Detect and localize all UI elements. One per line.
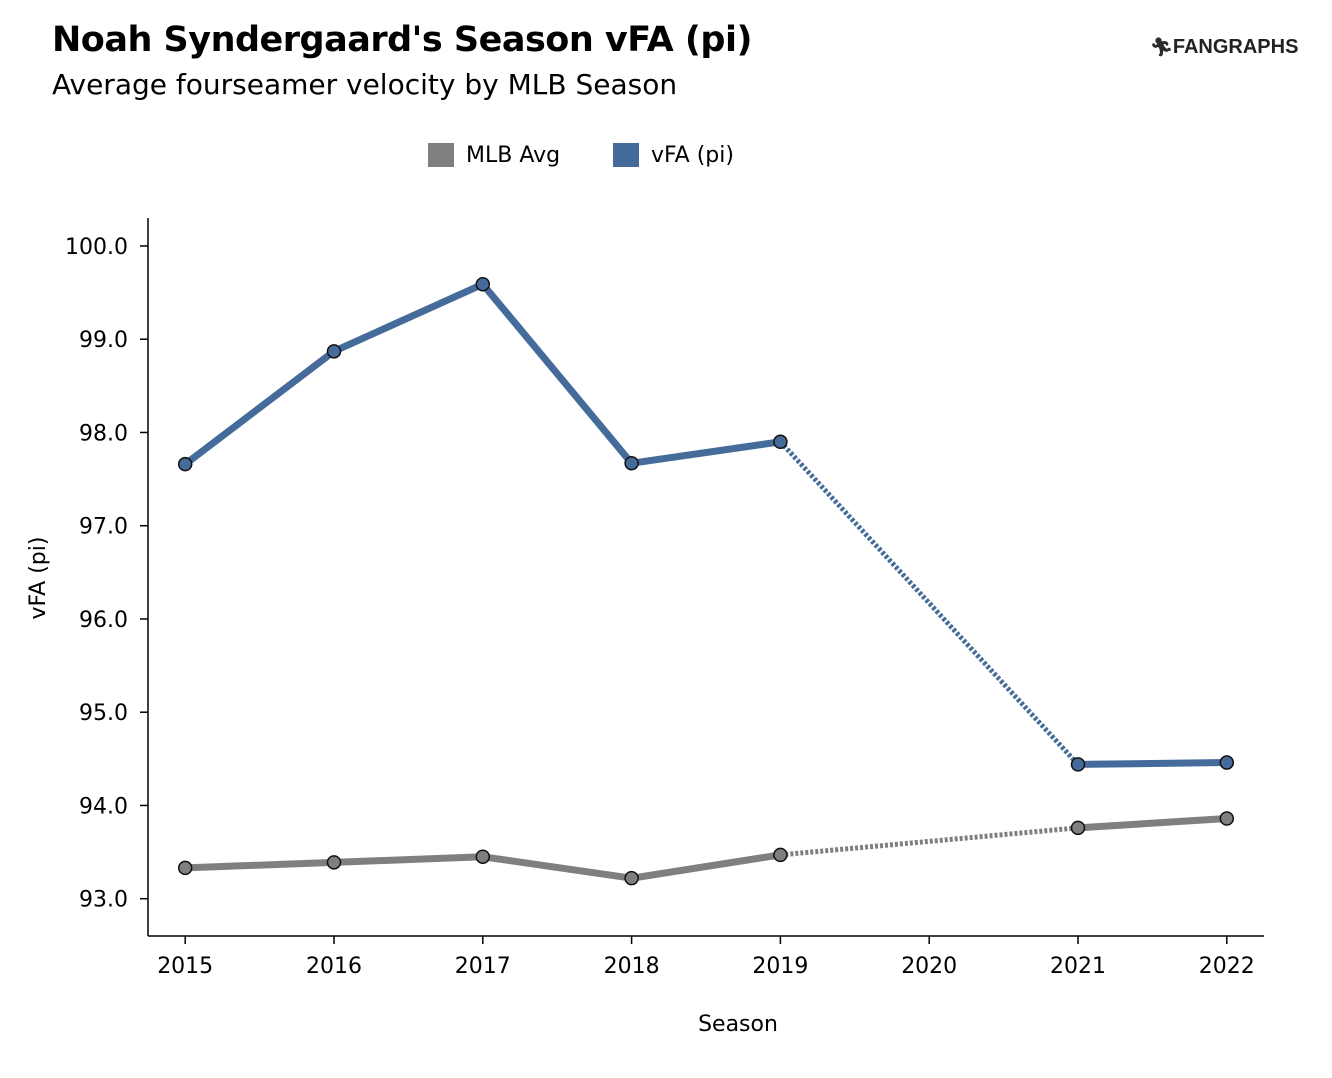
series-gap-segment-vfa <box>778 440 1080 767</box>
data-point-vfa <box>1070 757 1086 772</box>
y-tick-label: 99.0 <box>79 328 128 353</box>
series-segment-mlb-avg <box>479 853 636 882</box>
data-point-vfa <box>326 344 342 359</box>
x-tick-label: 2017 <box>455 954 511 979</box>
data-point-vfa <box>475 276 491 292</box>
legend-swatch-vfa <box>613 143 639 167</box>
x-tick-label: 2018 <box>604 954 660 979</box>
series-segment-mlb-avg <box>181 858 338 872</box>
data-point-mlb-avg <box>326 855 342 870</box>
data-point-vfa <box>177 456 193 472</box>
data-point-vfa <box>624 455 639 471</box>
series-segment-mlb-avg <box>628 851 784 882</box>
series-gap-segment-mlb-avg <box>780 825 1079 858</box>
data-point-mlb-avg <box>773 847 788 863</box>
legend-item-mlb-avg[interactable]: MLB Avg <box>428 140 560 170</box>
series-segment-mlb-avg <box>1074 815 1231 832</box>
legend-label-vfa: vFA (pi) <box>651 142 734 168</box>
data-point-mlb-avg <box>1219 811 1235 826</box>
series-points <box>177 276 1235 886</box>
x-tick-label: 2022 <box>1199 954 1255 979</box>
fangraphs-logo: 🏃︎FANGRAPHS <box>1150 36 1298 59</box>
legend-item-vfa[interactable]: vFA (pi) <box>613 140 734 170</box>
series-segment-vfa <box>479 280 636 467</box>
x-tick-label: 2021 <box>1050 954 1106 979</box>
legend-swatch-mlb-avg <box>428 143 454 167</box>
data-point-mlb-avg <box>475 849 491 864</box>
chart-subtitle: Average fourseamer velocity by MLB Seaso… <box>52 68 678 101</box>
x-tick-label: 2015 <box>157 954 213 979</box>
data-point-mlb-avg <box>1070 820 1086 836</box>
series-lines <box>181 280 1231 882</box>
chart-title: Noah Syndergaard's Season vFA (pi) <box>52 20 752 60</box>
y-axis-label: vFA (pi) <box>26 537 51 620</box>
x-tick-label: 2020 <box>901 954 957 979</box>
data-point-mlb-avg <box>177 860 193 876</box>
y-tick-label: 100.0 <box>65 235 128 260</box>
fangraphs-runner-icon: 🏃︎ <box>1150 37 1173 57</box>
x-axis-label: Season <box>698 1012 778 1037</box>
legend-label-mlb-avg: MLB Avg <box>466 142 561 168</box>
series-segment-mlb-avg <box>330 853 487 866</box>
series-segment-vfa <box>181 347 338 468</box>
y-tick-label: 97.0 <box>79 515 128 540</box>
y-tick-label: 93.0 <box>79 888 128 913</box>
data-point-vfa <box>773 434 788 450</box>
series-segment-vfa <box>330 280 487 355</box>
x-tick-label: 2019 <box>752 954 808 979</box>
chart-axes: 93.0 94.0 95.0 96.0 97.0 98.0 99.0 100.0 2015 201… <box>65 218 1264 979</box>
series-segment-vfa <box>628 438 784 467</box>
data-point-mlb-avg <box>624 870 639 886</box>
y-tick-label: 95.0 <box>79 701 128 726</box>
series-segment-vfa <box>1074 759 1231 768</box>
logo-text: FANGRAPHS <box>1172 36 1299 58</box>
x-tick-label: 2016 <box>306 954 362 979</box>
data-point-vfa <box>1219 755 1235 770</box>
y-tick-label: 96.0 <box>79 608 128 633</box>
y-tick-label: 94.0 <box>79 794 128 819</box>
y-tick-label: 98.0 <box>79 421 128 446</box>
